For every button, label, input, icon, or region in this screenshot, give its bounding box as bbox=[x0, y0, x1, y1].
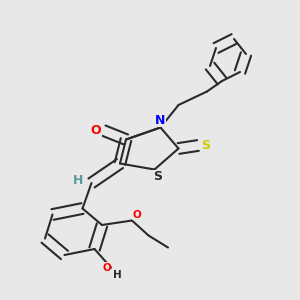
Text: O: O bbox=[132, 209, 141, 220]
Text: S: S bbox=[153, 170, 162, 184]
Text: N: N bbox=[155, 113, 166, 127]
Text: H: H bbox=[112, 270, 122, 280]
Text: S: S bbox=[201, 139, 210, 152]
Text: O: O bbox=[102, 262, 111, 273]
Text: O: O bbox=[91, 124, 101, 137]
Text: H: H bbox=[73, 173, 83, 187]
